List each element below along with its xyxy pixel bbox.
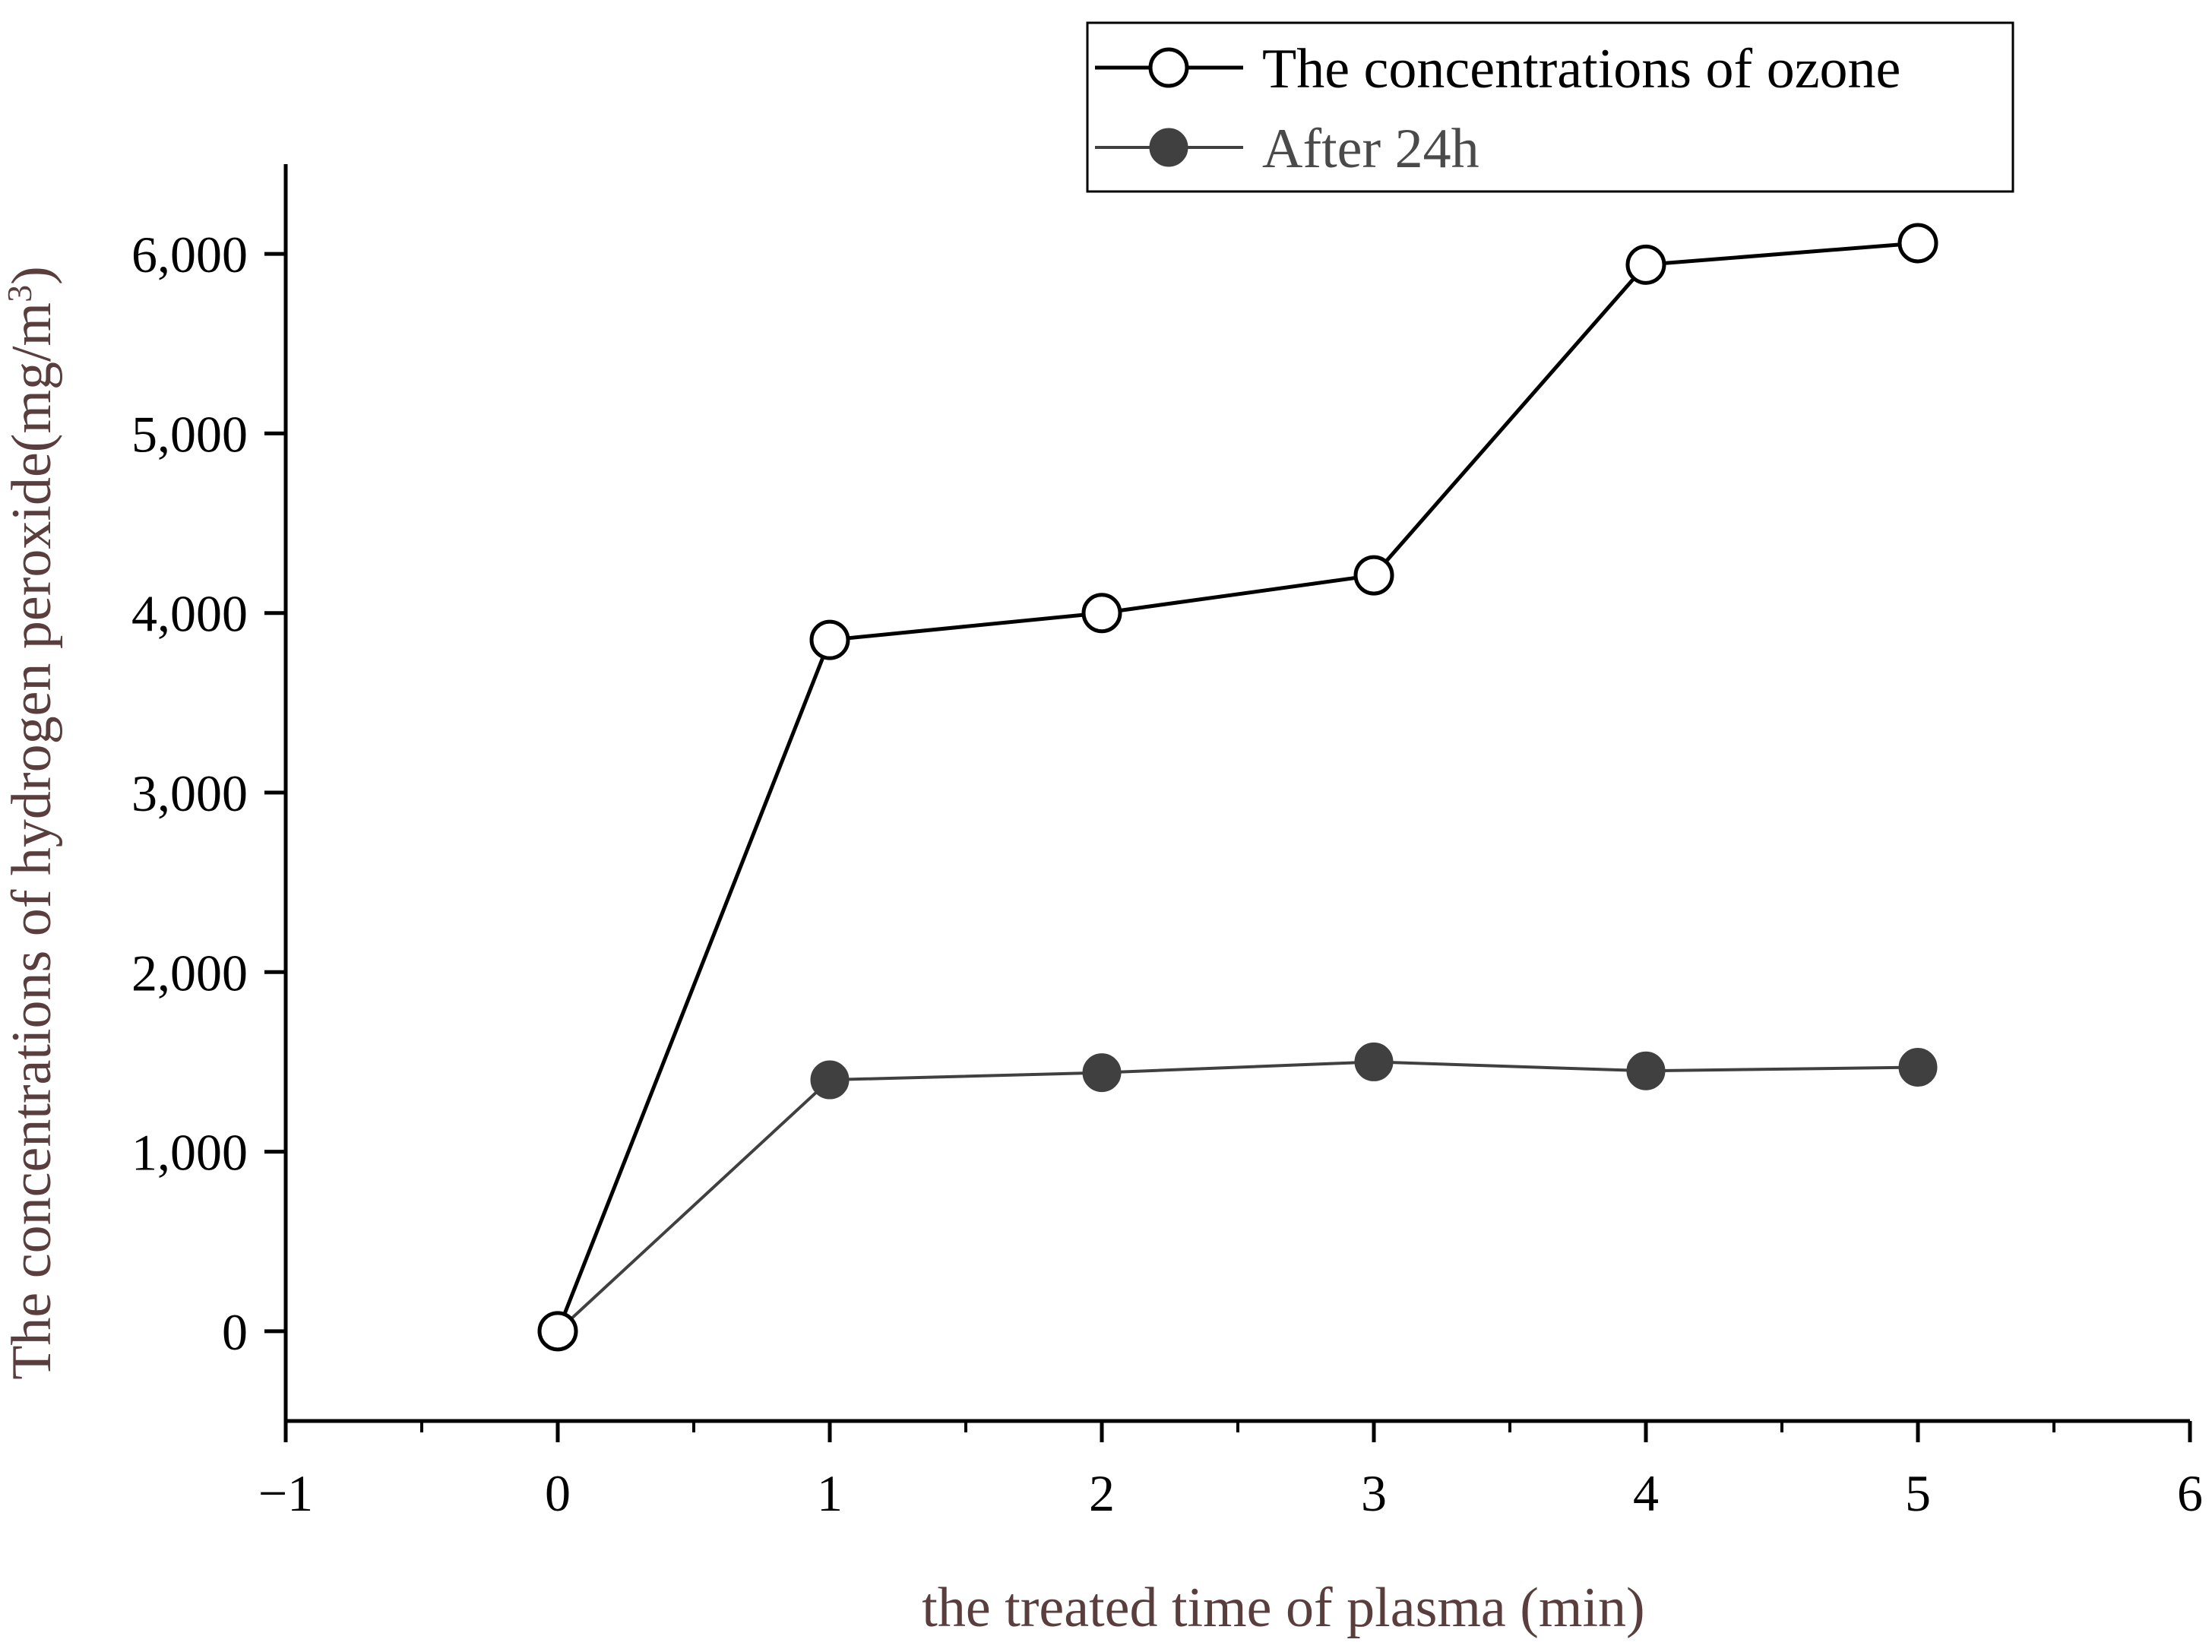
legend: The concentrations of ozone After 24h [1086, 21, 2014, 193]
data-point-s0-3 [1353, 555, 1394, 596]
data-point-s0-4 [1625, 244, 1666, 285]
legend-marker-after24h [1149, 128, 1188, 167]
axes: −1 0 1 2 3 4 5 6 0 1,000 2,000 3,000 4,000 5,000 6,000 [131, 164, 2203, 1522]
y-tick-label: 0 [222, 1303, 248, 1361]
series-line-1 [556, 1060, 1919, 1333]
x-tick-label: 5 [1905, 1464, 1931, 1522]
data-point-s1-2 [1082, 1053, 1122, 1093]
x-tick-label: 6 [2177, 1464, 2203, 1522]
legend-marker-ozone [1148, 47, 1189, 88]
y-axis-title-end: ) [1, 266, 63, 285]
legend-label-after24h: After 24h [1262, 118, 1479, 180]
y-tick-label: 1,000 [131, 1124, 248, 1182]
data-point-s0-0 [537, 1311, 578, 1352]
data-point-s1-4 [1626, 1051, 1666, 1090]
y-axis-title-superscript: 3 [0, 285, 39, 302]
x-tick-label: 3 [1361, 1464, 1387, 1522]
series-line-0 [555, 241, 1919, 1332]
y-tick-label: 2,000 [131, 944, 248, 1002]
data-point-s1-5 [1898, 1048, 1938, 1087]
y-tick-label: 5,000 [131, 405, 248, 463]
y-tick-label: 6,000 [131, 226, 248, 283]
y-tick-label: 3,000 [131, 764, 248, 822]
data-point-s0-2 [1081, 593, 1122, 634]
series-group [537, 223, 1938, 1352]
x-tick-label: 1 [817, 1464, 843, 1522]
x-tick-label: 2 [1089, 1464, 1115, 1522]
data-point-s0-1 [809, 619, 850, 660]
x-tick-label: −1 [258, 1464, 313, 1522]
x-tick-label: 4 [1633, 1464, 1659, 1522]
y-axis-title: The concentrations of hydrogen peroxide(… [0, 266, 63, 1380]
data-point-s1-3 [1354, 1042, 1394, 1081]
legend-box [1086, 21, 2014, 193]
data-point-s1-1 [810, 1060, 850, 1100]
y-tick-label: 4,000 [131, 585, 248, 643]
legend-label-ozone: The concentrations of ozone [1262, 38, 1900, 100]
data-point-s0-5 [1897, 223, 1938, 264]
x-axis-title: the treated time of plasma (min) [922, 1577, 1644, 1639]
y-axis-title-main: The concentrations of hydrogen peroxide(… [1, 302, 63, 1380]
x-tick-label: 0 [545, 1464, 571, 1522]
